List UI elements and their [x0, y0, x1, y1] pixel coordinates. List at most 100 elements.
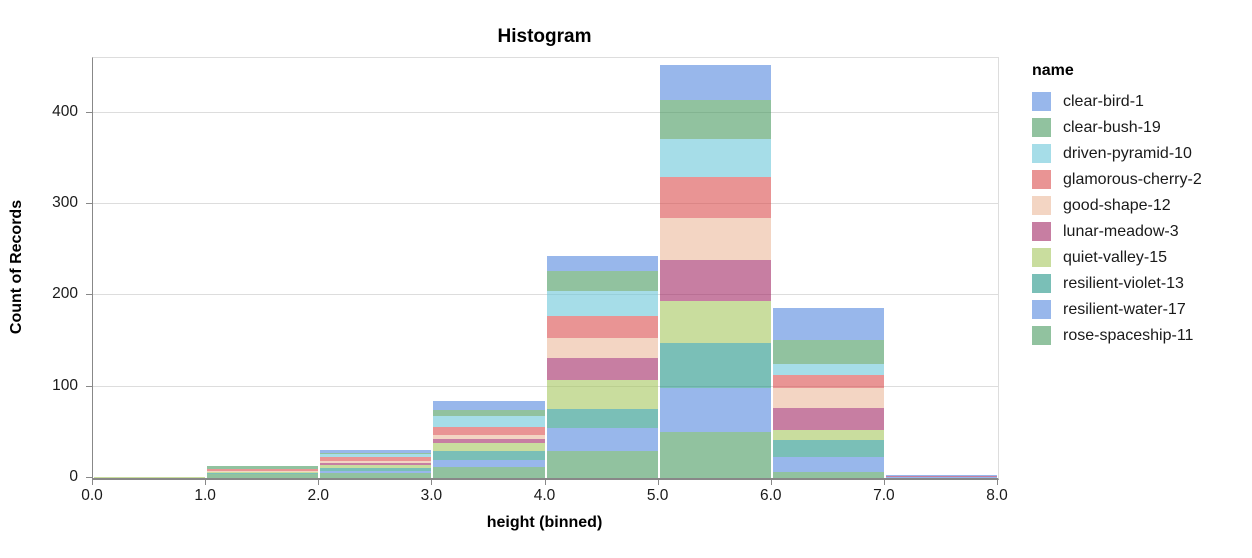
bar-segment-glamorous-cherry-2[interactable] — [772, 374, 884, 388]
bar-segment-quiet-valley-15[interactable] — [546, 380, 658, 409]
bar-segment-resilient-water-17[interactable] — [659, 387, 771, 433]
bar-segment-quiet-valley-15[interactable] — [659, 300, 771, 343]
bar-segment-clear-bird-1[interactable] — [772, 308, 884, 341]
bar-segment-clear-bush-19[interactable] — [207, 466, 319, 469]
bar-segment-clear-bush-19[interactable] — [772, 340, 884, 364]
bar-segment-glamorous-cherry-2[interactable] — [546, 316, 658, 339]
bar-segment-driven-pyramid-10[interactable] — [659, 139, 771, 177]
x-axis-tick-label: 5.0 — [646, 487, 669, 504]
bar-segment-good-shape-12[interactable] — [207, 470, 319, 472]
bar-segment-clear-bush-19[interactable] — [659, 100, 771, 140]
bar-segment-lunar-meadow-3[interactable] — [659, 259, 771, 301]
legend-item[interactable]: driven-pyramid-10 — [1032, 144, 1202, 163]
bar-segment-resilient-water-17[interactable] — [320, 470, 432, 474]
legend-item[interactable]: quiet-valley-15 — [1032, 248, 1202, 267]
legend-swatch — [1032, 326, 1051, 345]
bar-segment-rose-spaceship-11[interactable] — [659, 432, 771, 478]
legend-swatch — [1032, 196, 1051, 215]
bar-segment-resilient-water-17[interactable] — [772, 457, 884, 472]
legend-item-label: glamorous-cherry-2 — [1063, 170, 1202, 188]
bar-segment-resilient-violet-13[interactable] — [433, 450, 545, 460]
x-axis-tick — [544, 479, 546, 485]
bar-segment-lunar-meadow-3[interactable] — [320, 463, 432, 466]
bar-segment-driven-pyramid-10[interactable] — [320, 454, 432, 458]
bar-segment-resilient-violet-13[interactable] — [546, 408, 658, 428]
legend-item[interactable]: rose-spaceship-11 — [1032, 326, 1202, 345]
legend-item[interactable]: glamorous-cherry-2 — [1032, 170, 1202, 189]
bar-segment-quiet-valley-15[interactable] — [772, 429, 884, 440]
bar-segment-rose-spaceship-11[interactable] — [546, 450, 658, 478]
bar-segment-quiet-valley-15[interactable] — [207, 471, 319, 473]
bar-segment-lunar-meadow-3[interactable] — [772, 407, 884, 430]
histogram-bar — [433, 401, 545, 478]
histogram-bar — [546, 256, 658, 478]
legend-item[interactable]: resilient-violet-13 — [1032, 274, 1202, 293]
bar-segment-clear-bird-1[interactable] — [659, 65, 771, 101]
x-axis-tick-label: 8.0 — [986, 487, 1008, 504]
legend-item[interactable]: good-shape-12 — [1032, 196, 1202, 215]
bar-segment-resilient-violet-13[interactable] — [207, 472, 319, 475]
bar-segment-good-shape-12[interactable] — [433, 435, 545, 439]
bar-segment-quiet-valley-15[interactable] — [94, 477, 206, 478]
bar-segment-resilient-water-17[interactable] — [885, 477, 997, 478]
y-axis-tick — [86, 203, 92, 205]
bar-segment-resilient-water-17[interactable] — [546, 427, 658, 451]
bar-segment-rose-spaceship-11[interactable] — [433, 467, 545, 478]
bar-segment-clear-bird-1[interactable] — [433, 401, 545, 410]
bar-segment-driven-pyramid-10[interactable] — [546, 290, 658, 317]
plot-area — [92, 57, 999, 480]
legend-item[interactable]: clear-bush-19 — [1032, 118, 1202, 137]
bar-segment-good-shape-12[interactable] — [772, 387, 884, 408]
y-gridline — [93, 203, 998, 205]
x-axis-tick — [431, 479, 433, 485]
y-gridline — [93, 111, 998, 113]
bar-segment-driven-pyramid-10[interactable] — [433, 415, 545, 427]
bar-segment-good-shape-12[interactable] — [320, 460, 432, 464]
legend-item-label: lunar-meadow-3 — [1063, 222, 1179, 240]
bar-segment-glamorous-cherry-2[interactable] — [320, 457, 432, 461]
bar-segment-resilient-violet-13[interactable] — [320, 467, 432, 471]
bar-segment-rose-spaceship-11[interactable] — [320, 473, 432, 478]
bar-segment-resilient-violet-13[interactable] — [659, 342, 771, 388]
bar-segment-rose-spaceship-11[interactable] — [207, 474, 319, 478]
bar-segment-lunar-meadow-3[interactable] — [433, 438, 545, 444]
legend-swatch — [1032, 144, 1051, 163]
y-axis-tick-label: 100 — [52, 376, 78, 394]
bar-segment-quiet-valley-15[interactable] — [433, 443, 545, 451]
bar-segment-lunar-meadow-3[interactable] — [885, 476, 997, 478]
bar-segment-good-shape-12[interactable] — [659, 217, 771, 260]
bar-segment-resilient-water-17[interactable] — [433, 459, 545, 468]
legend-item-label: resilient-violet-13 — [1063, 274, 1184, 292]
x-axis-tick — [92, 479, 93, 485]
legend-title: name — [1032, 62, 1074, 79]
bar-segment-lunar-meadow-3[interactable] — [546, 358, 658, 381]
y-axis-tick-label: 200 — [52, 285, 78, 303]
bar-segment-glamorous-cherry-2[interactable] — [433, 426, 545, 436]
bar-segment-clear-bird-1[interactable] — [320, 449, 432, 454]
histogram-bar — [94, 477, 206, 478]
y-axis-tick-label: 400 — [52, 102, 78, 120]
bar-segment-clear-bush-19[interactable] — [546, 270, 658, 291]
bar-segment-rose-spaceship-11[interactable] — [772, 471, 884, 478]
legend-swatch — [1032, 248, 1051, 267]
x-axis-tick — [883, 479, 885, 485]
histogram-bar — [659, 65, 771, 478]
y-gridline — [93, 385, 998, 387]
y-axis-tick-label: 0 — [69, 468, 78, 485]
y-gridline — [93, 294, 998, 296]
legend-item[interactable]: clear-bird-1 — [1032, 92, 1202, 111]
bar-segment-clear-bush-19[interactable] — [320, 453, 432, 455]
legend-item[interactable]: resilient-water-17 — [1032, 300, 1202, 319]
bar-segment-clear-bird-1[interactable] — [885, 475, 997, 477]
bar-segment-glamorous-cherry-2[interactable] — [207, 468, 319, 471]
legend-item[interactable]: lunar-meadow-3 — [1032, 222, 1202, 241]
bar-segment-quiet-valley-15[interactable] — [320, 465, 432, 468]
bar-segment-driven-pyramid-10[interactable] — [772, 363, 884, 375]
bar-segment-clear-bush-19[interactable] — [433, 409, 545, 416]
bar-segment-glamorous-cherry-2[interactable] — [659, 176, 771, 218]
bar-segment-resilient-violet-13[interactable] — [772, 439, 884, 458]
bar-segment-good-shape-12[interactable] — [546, 338, 658, 359]
histogram-bar — [772, 308, 884, 478]
legend-item-label: clear-bird-1 — [1063, 92, 1144, 110]
bar-segment-clear-bird-1[interactable] — [546, 256, 658, 271]
